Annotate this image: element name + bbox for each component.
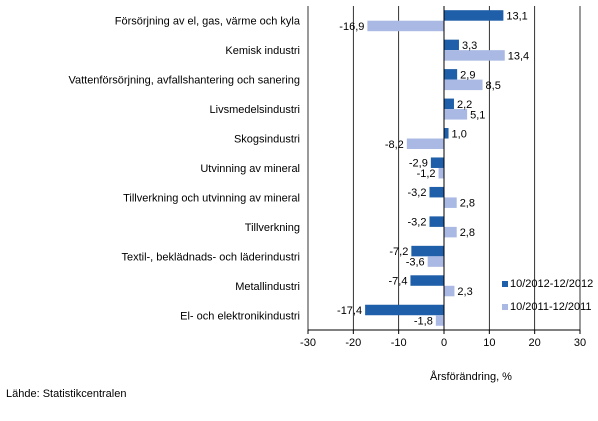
x-axis-title: Årsförändring, % (430, 370, 512, 383)
x-tick-label: 30 (574, 337, 586, 349)
bar (444, 79, 483, 91)
x-tick-label: -30 (300, 337, 316, 349)
category-label: Utvinning av mineral (200, 163, 300, 175)
bar (410, 275, 444, 286)
data-label: -7,2 (389, 246, 408, 258)
bar (430, 157, 444, 168)
data-label: 3,3 (462, 40, 477, 52)
bar (367, 20, 444, 32)
source-note: Lähde: Statistikcentralen (6, 388, 127, 400)
data-label: -1,2 (417, 168, 436, 180)
bar (444, 50, 505, 61)
category-label: Kemisk industri (225, 45, 300, 57)
data-label: 1,0 (452, 128, 467, 140)
bar (365, 304, 444, 316)
category-label: Textil-, beklädnads- och läderindustri (121, 251, 300, 263)
bar (406, 138, 444, 150)
data-label: 2,2 (457, 99, 472, 111)
data-label: 5,1 (470, 109, 485, 121)
x-tick-label: -10 (391, 337, 407, 349)
bar (411, 245, 444, 257)
data-label: -16,9 (339, 21, 364, 33)
bars (365, 10, 505, 326)
legend-label: 10/2012-12/2012 (510, 278, 593, 290)
legend-swatch (502, 281, 508, 287)
data-label: -3,6 (406, 257, 425, 269)
bar (444, 109, 468, 120)
bar (444, 197, 457, 208)
data-label: 2,8 (460, 198, 475, 210)
category-label: Tillverkning och utvinning av mineral (123, 192, 300, 204)
legend-label: 10/2011-12/2011 (510, 301, 592, 313)
bar (444, 69, 458, 80)
data-label: 13,1 (506, 10, 527, 22)
bar (444, 285, 455, 297)
data-label: -2,9 (409, 158, 428, 170)
category-label: Livsmedelsindustri (210, 104, 300, 116)
data-label: 2,3 (457, 286, 472, 298)
bar (438, 167, 444, 179)
category-label: Metallindustri (235, 281, 300, 293)
category-label: Tillverkning (245, 222, 300, 234)
data-label: -17,4 (337, 305, 362, 317)
x-tick-label: 20 (529, 337, 541, 349)
value-labels: 13,1-16,93,313,42,98,52,25,11,0-8,2-2,9-… (337, 10, 529, 327)
data-label: -3,2 (408, 217, 427, 229)
bar (444, 98, 454, 110)
x-tick-label: -20 (345, 337, 361, 349)
data-label: -1,8 (414, 315, 433, 327)
x-tick-label: 10 (483, 337, 495, 349)
bar (429, 216, 444, 227)
data-label: -3,2 (408, 187, 427, 199)
x-tick-label: 0 (441, 337, 447, 349)
data-label: -7,4 (388, 276, 407, 288)
data-label: -8,2 (385, 139, 404, 151)
legend: 10/2012-12/2012 10/2011-12/2011 (502, 278, 593, 313)
category-label: Vattenförsörjning, avfallshantering och … (68, 75, 300, 87)
data-label: 8,5 (486, 80, 501, 92)
bar (429, 186, 444, 198)
category-label: Skogsindustri (234, 134, 300, 146)
category-labels: Försörjning av el, gas, värme och kyla Ke… (68, 16, 300, 323)
legend-swatch (502, 304, 508, 310)
bar (444, 39, 459, 51)
bar (427, 256, 444, 267)
category-label: El- och elektronikindustri (180, 310, 300, 322)
data-label: 13,4 (508, 50, 529, 62)
data-label: 2,9 (460, 69, 475, 81)
x-axis: -30 -20 -10 0 10 20 30 (300, 6, 586, 349)
bar (444, 226, 457, 238)
bar (444, 128, 449, 139)
category-label: Försörjning av el, gas, värme och kyla (115, 16, 301, 28)
bar (435, 315, 444, 326)
bar (444, 10, 504, 21)
data-label: 2,8 (460, 227, 475, 239)
